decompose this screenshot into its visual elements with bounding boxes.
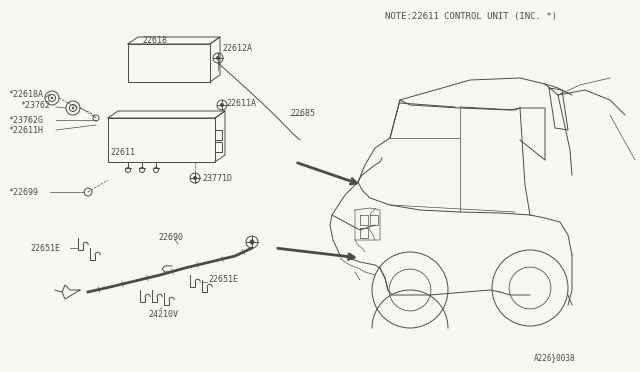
Text: 22612A: 22612A xyxy=(222,44,252,53)
Text: 24210V: 24210V xyxy=(148,310,178,319)
Text: 22611: 22611 xyxy=(110,148,135,157)
Text: *22611H: *22611H xyxy=(8,125,43,135)
Text: *22699: *22699 xyxy=(8,187,38,196)
Text: 22618: 22618 xyxy=(143,36,168,45)
Circle shape xyxy=(220,103,224,107)
Text: 23771D: 23771D xyxy=(202,173,232,183)
Text: 22690: 22690 xyxy=(158,233,183,242)
Circle shape xyxy=(51,97,53,99)
Circle shape xyxy=(250,240,255,244)
Circle shape xyxy=(193,176,197,180)
Text: A226}0038: A226}0038 xyxy=(533,353,575,362)
Text: 22651E: 22651E xyxy=(30,244,60,253)
Text: 22651E: 22651E xyxy=(208,276,238,285)
Circle shape xyxy=(216,56,220,60)
Text: *22618A: *22618A xyxy=(8,90,43,99)
Circle shape xyxy=(72,107,74,109)
Text: *23762G: *23762G xyxy=(8,115,43,125)
Text: 22611A: 22611A xyxy=(226,99,256,108)
Text: NOTE:22611 CONTROL UNIT (INC. *): NOTE:22611 CONTROL UNIT (INC. *) xyxy=(385,12,557,21)
Text: *23762: *23762 xyxy=(20,100,50,109)
Text: 22685: 22685 xyxy=(290,109,315,118)
